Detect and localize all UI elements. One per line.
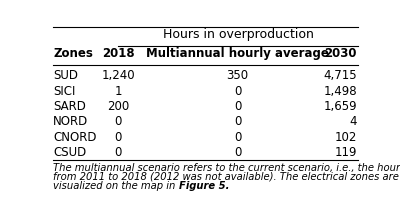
Text: 0: 0 xyxy=(234,131,241,144)
Text: 200: 200 xyxy=(107,100,129,113)
Text: 0: 0 xyxy=(114,115,122,129)
Text: NORD: NORD xyxy=(53,115,88,129)
Text: 1: 1 xyxy=(114,85,122,98)
Text: Zones: Zones xyxy=(53,47,93,60)
Text: SICI: SICI xyxy=(53,85,76,98)
Text: 4,715: 4,715 xyxy=(323,69,357,82)
Text: CSUD: CSUD xyxy=(53,146,86,159)
Text: 102: 102 xyxy=(334,131,357,144)
Text: SUD: SUD xyxy=(53,69,78,82)
Text: 0: 0 xyxy=(234,115,241,129)
Text: 2018: 2018 xyxy=(102,47,134,60)
Text: 350: 350 xyxy=(226,69,249,82)
Text: 0: 0 xyxy=(114,146,122,159)
Text: CNORD: CNORD xyxy=(53,131,97,144)
Text: 119: 119 xyxy=(334,146,357,159)
Text: 4: 4 xyxy=(350,115,357,129)
Text: Multiannual hourly average: Multiannual hourly average xyxy=(146,47,329,60)
Text: The multiannual scenario refers to the current scenario, i.e., the hourly inter-: The multiannual scenario refers to the c… xyxy=(53,163,400,173)
Text: from 2011 to 2018 (2012 was not available). The electrical zones are geographica: from 2011 to 2018 (2012 was not availabl… xyxy=(53,172,400,182)
Text: 0: 0 xyxy=(234,85,241,98)
Text: Figure 5.: Figure 5. xyxy=(178,181,229,191)
Text: SARD: SARD xyxy=(53,100,86,113)
Text: 1,498: 1,498 xyxy=(323,85,357,98)
Text: 1,240: 1,240 xyxy=(101,69,135,82)
Text: visualized on the map in: visualized on the map in xyxy=(53,181,178,191)
Text: 0: 0 xyxy=(234,146,241,159)
Text: 0: 0 xyxy=(114,131,122,144)
Text: Hours in overproduction: Hours in overproduction xyxy=(163,28,314,41)
Text: 2030: 2030 xyxy=(324,47,357,60)
Text: 1,659: 1,659 xyxy=(323,100,357,113)
Text: 0: 0 xyxy=(234,100,241,113)
